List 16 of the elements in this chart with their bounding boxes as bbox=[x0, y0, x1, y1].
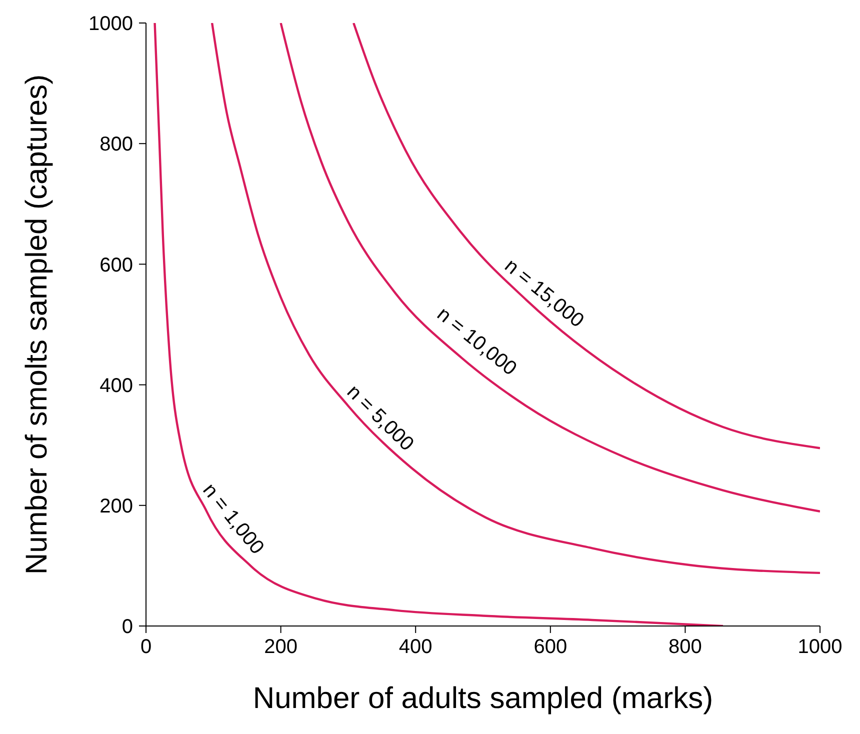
x-axis-title: Number of adults sampled (marks) bbox=[252, 682, 714, 715]
y-axis-title: Number of smolts sampled (captures) bbox=[20, 74, 54, 575]
line-series bbox=[154, 23, 724, 626]
x-tick-label: 800 bbox=[668, 636, 702, 658]
y-tick-label: 800 bbox=[100, 134, 133, 156]
y-tick-label: 200 bbox=[100, 496, 133, 518]
x-tick-label: 0 bbox=[140, 636, 152, 658]
x-tick-label: 400 bbox=[398, 636, 432, 658]
x-tick-label: 200 bbox=[264, 636, 298, 658]
x-tick-label: 600 bbox=[534, 636, 568, 658]
y-tick-label: 400 bbox=[100, 374, 133, 397]
y-tick-label: 600 bbox=[100, 254, 133, 276]
x-tick-label: 1000 bbox=[798, 636, 842, 658]
y-tick-label: 0 bbox=[122, 616, 133, 638]
line-series bbox=[280, 23, 820, 513]
y-tick-label: 1000 bbox=[88, 13, 133, 36]
